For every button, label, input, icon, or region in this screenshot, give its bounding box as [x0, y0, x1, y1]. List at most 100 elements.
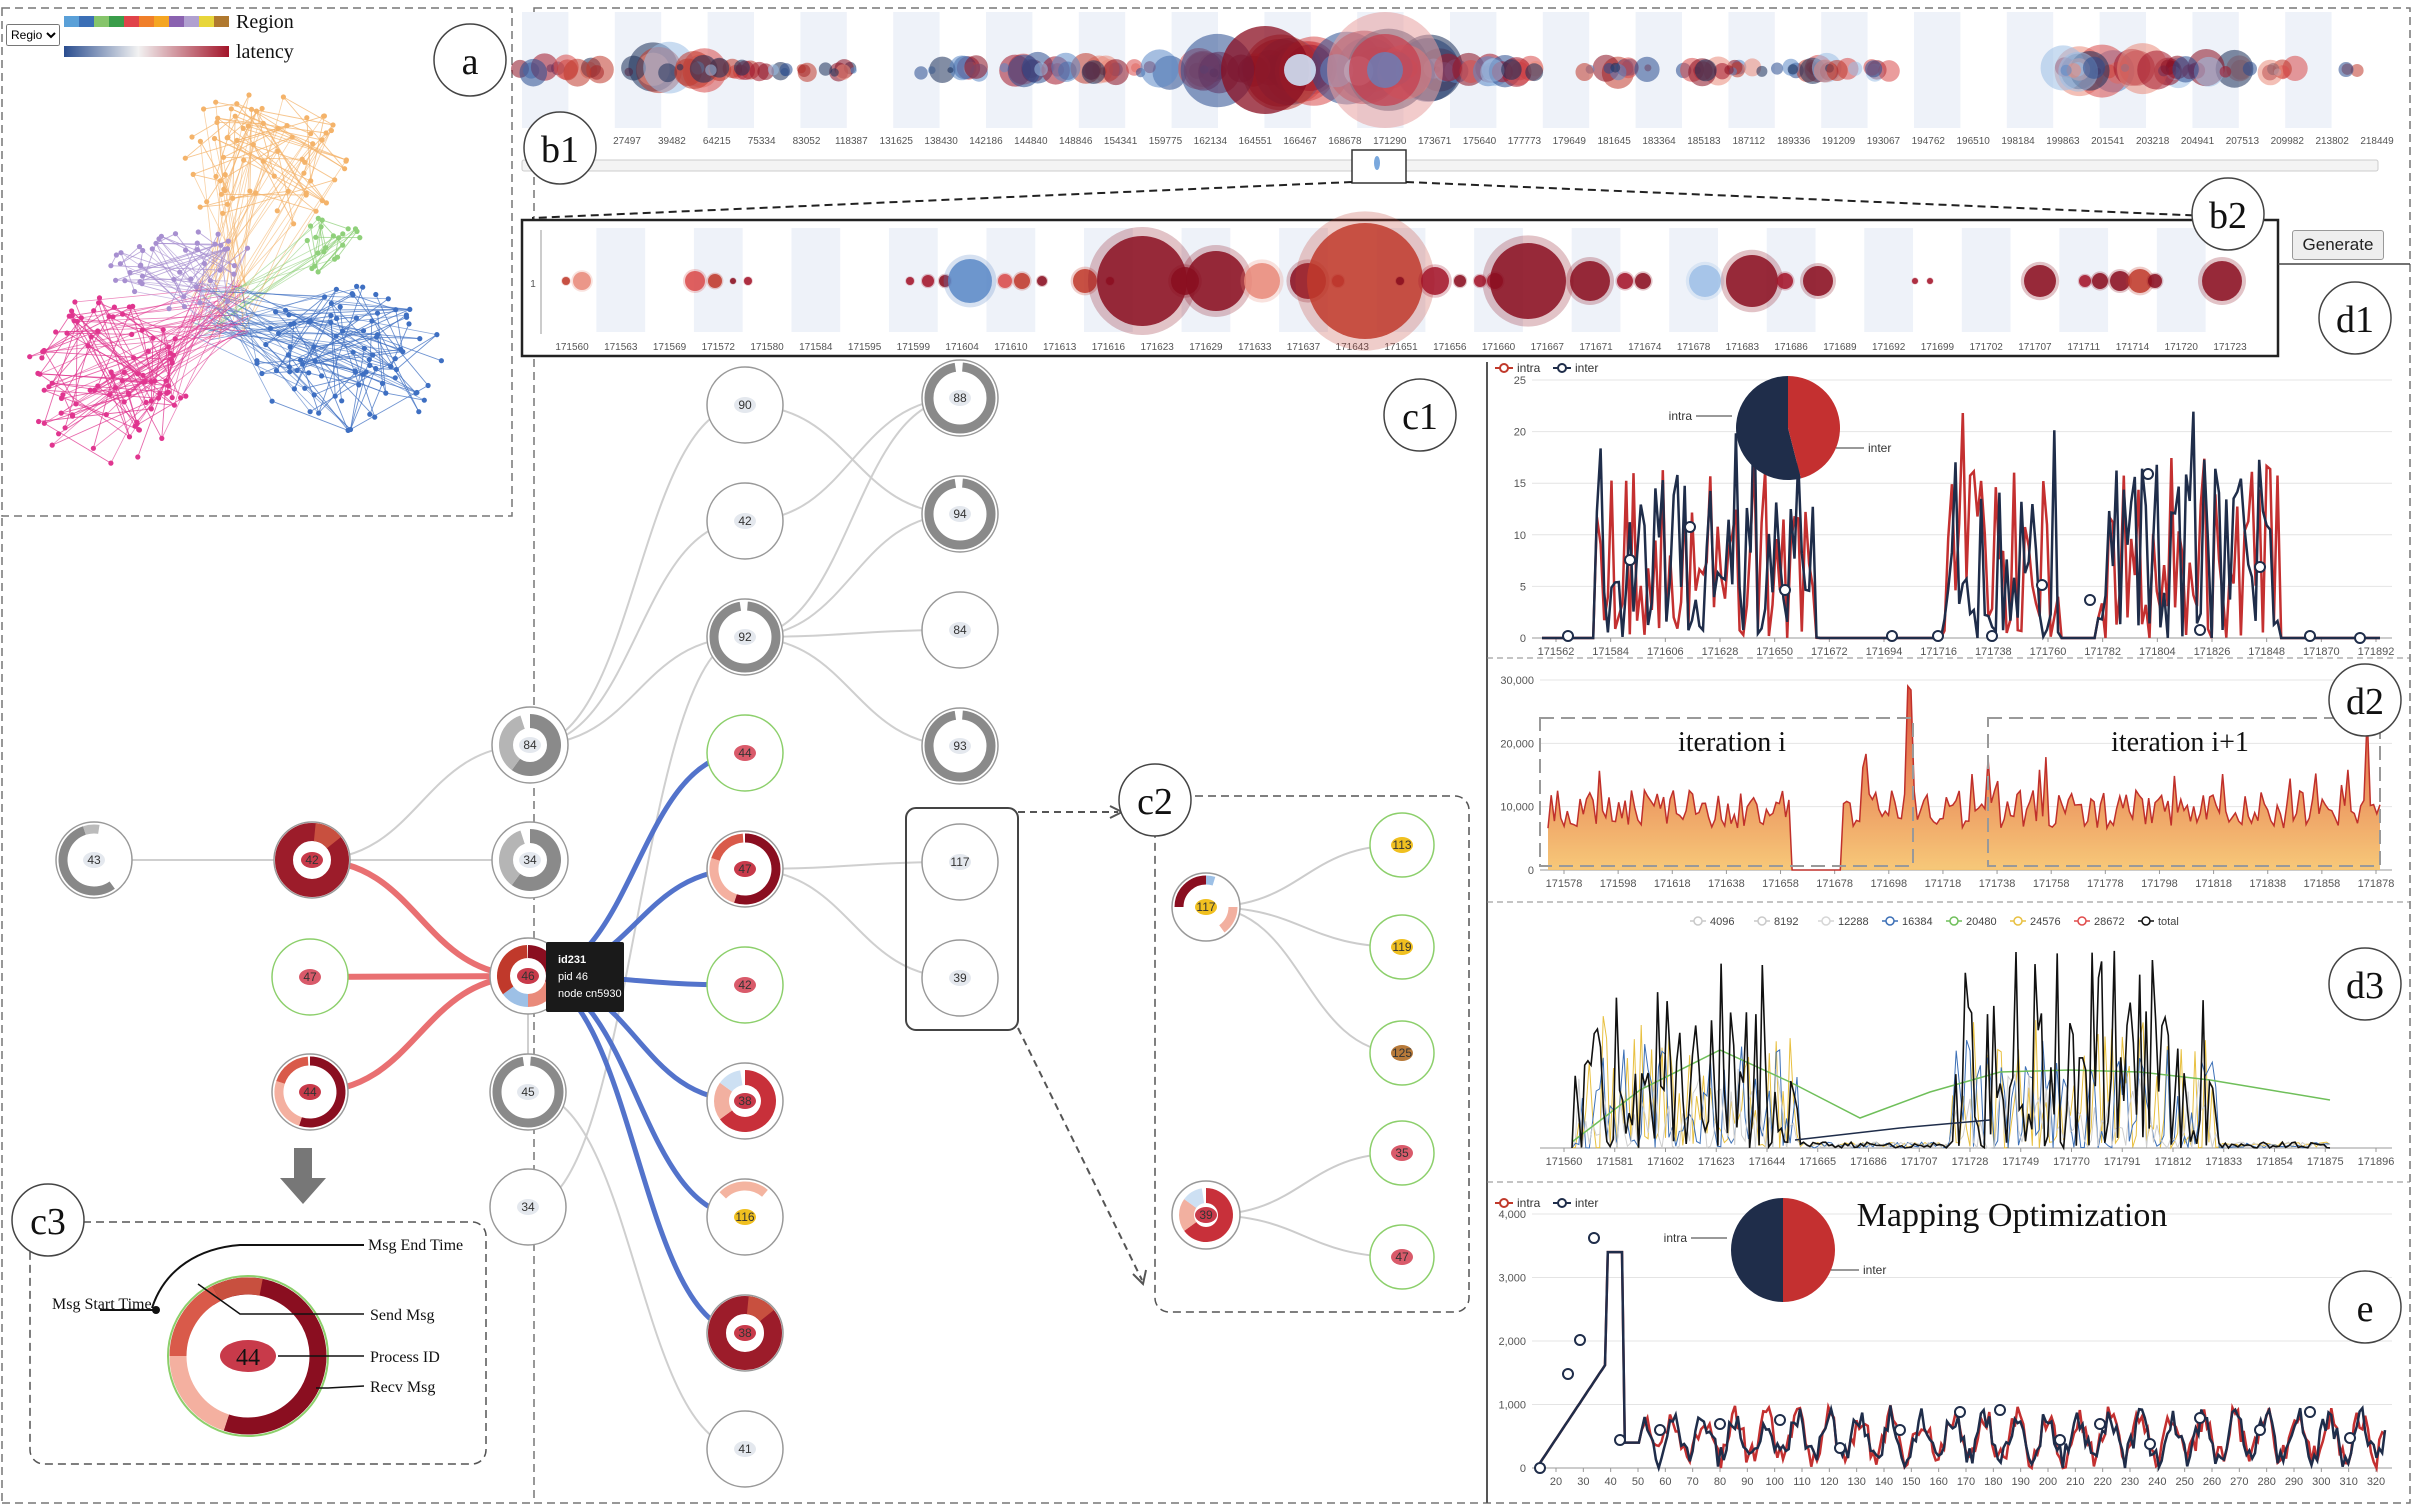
graph-node: [313, 234, 319, 240]
x-tick-label: 120: [1820, 1476, 1838, 1488]
generate-button[interactable]: Generate: [2292, 230, 2384, 260]
graph-node: [132, 288, 138, 295]
graph-node: [360, 284, 366, 290]
graph-node: [129, 331, 135, 337]
panel-label-d2: d2: [2328, 663, 2402, 737]
timeline-bubble: [1284, 54, 1316, 86]
y-tick-label: 10: [1514, 530, 1526, 542]
graph-edge: [226, 137, 323, 202]
graph-edge: [196, 244, 343, 336]
node-label: 39: [1199, 1208, 1213, 1222]
node-core: [949, 622, 971, 638]
graph-edge: [44, 346, 169, 391]
timeline-bubble: [929, 56, 956, 84]
graph-node: [172, 336, 178, 342]
graph-edge: [134, 395, 187, 427]
timeline-bubble: [2172, 56, 2199, 83]
b2-tick-label: 171613: [1043, 342, 1077, 353]
annotation-label: Msg End Time: [368, 1237, 463, 1254]
graph-node: [404, 314, 410, 320]
y-tick-label: 30,000: [1500, 675, 1534, 687]
node-label: 88: [953, 391, 967, 405]
timeline-bubble: [2160, 59, 2176, 75]
graph-edge: [330, 322, 343, 401]
b1-tick-label: 168678: [1328, 136, 1362, 147]
b2-bubble: [2092, 273, 2108, 289]
graph-edge: [69, 315, 191, 338]
graph-edge: [193, 173, 221, 182]
graph-node: [400, 349, 406, 355]
graph-edge: [288, 354, 349, 431]
x-tick-label: 280: [2257, 1476, 2275, 1488]
series-marker: [1562, 630, 1574, 642]
timeline-bubble: [2082, 56, 2106, 79]
legend-marker: [1949, 916, 1959, 926]
graph-edge: [227, 248, 233, 286]
panel-label-circle: [1118, 763, 1192, 837]
node-core: [517, 1199, 539, 1215]
arrow-head: [1132, 1269, 1147, 1287]
node-core: [734, 1093, 756, 1109]
b2-bubble: [1912, 278, 1918, 284]
graph-node: [366, 356, 372, 363]
y-tick-label: 0: [1528, 865, 1534, 877]
series-marker: [2036, 579, 2048, 591]
graph-edge: [196, 242, 205, 264]
graph-edge: [44, 422, 112, 464]
b2-tick-label: 171637: [1287, 342, 1321, 353]
b2-tick-label: 171674: [1628, 342, 1662, 353]
node-core: [949, 506, 971, 522]
x-tick-label: 171782: [2084, 646, 2121, 658]
node-core: [1391, 1249, 1413, 1265]
x-tick-label: 171698: [1870, 878, 1907, 890]
region-select[interactable]: Region: [6, 24, 60, 46]
node-label: 38: [738, 1326, 752, 1340]
graph-edge: [64, 336, 92, 428]
graph-node: [119, 378, 125, 384]
node-ring: [708, 1296, 782, 1370]
timeline-band: [1914, 12, 1961, 128]
b2-tick-label: 171689: [1823, 342, 1857, 353]
b2-bubble: [708, 274, 722, 288]
b2-tick-label: 171723: [2213, 342, 2247, 353]
graph-node: [357, 235, 363, 241]
graph-edge: [51, 302, 99, 384]
b2-bubble: [685, 271, 705, 291]
region-legend-label: Region: [236, 11, 294, 33]
annotation-label: Msg Start Time: [52, 1296, 152, 1313]
timeline-bubble: [2219, 65, 2232, 78]
graph-edge: [251, 108, 345, 170]
series-marker: [1986, 630, 1998, 642]
node-label: 93: [953, 739, 967, 753]
b2-bubble: [2024, 265, 2056, 297]
x-tick-label: 270: [2230, 1476, 2248, 1488]
x-tick-label: 50: [1632, 1476, 1644, 1488]
process-node-119: 119: [1369, 914, 1435, 980]
b2-bubble: [1244, 263, 1280, 299]
graph-node: [336, 235, 342, 241]
b1-tick-label: 39482: [658, 136, 686, 147]
timeline-bubble: [1081, 60, 1106, 85]
legend-marker: [1821, 916, 1831, 926]
graph-node: [108, 263, 114, 269]
graph-node: [215, 115, 221, 121]
graph-node: [393, 366, 399, 373]
graph-node: [352, 368, 358, 374]
graph-node: [232, 113, 238, 119]
panel-label-text: b1: [541, 129, 579, 171]
graph-node: [353, 315, 359, 321]
series-marker: [1834, 1442, 1846, 1454]
graph-node: [304, 115, 310, 121]
graph-edge: [241, 290, 258, 364]
graph-node: [330, 233, 336, 239]
process-node-44: 44: [271, 1053, 349, 1131]
graph-node: [349, 291, 355, 297]
graph-node: [276, 330, 282, 336]
node-label: 117: [950, 855, 969, 869]
timeline-bubble: [1525, 63, 1544, 82]
node-core: [734, 1209, 756, 1225]
b2-tick-label: 171686: [1774, 342, 1808, 353]
graph-edge: [293, 315, 332, 390]
graph-edge: [62, 315, 250, 396]
